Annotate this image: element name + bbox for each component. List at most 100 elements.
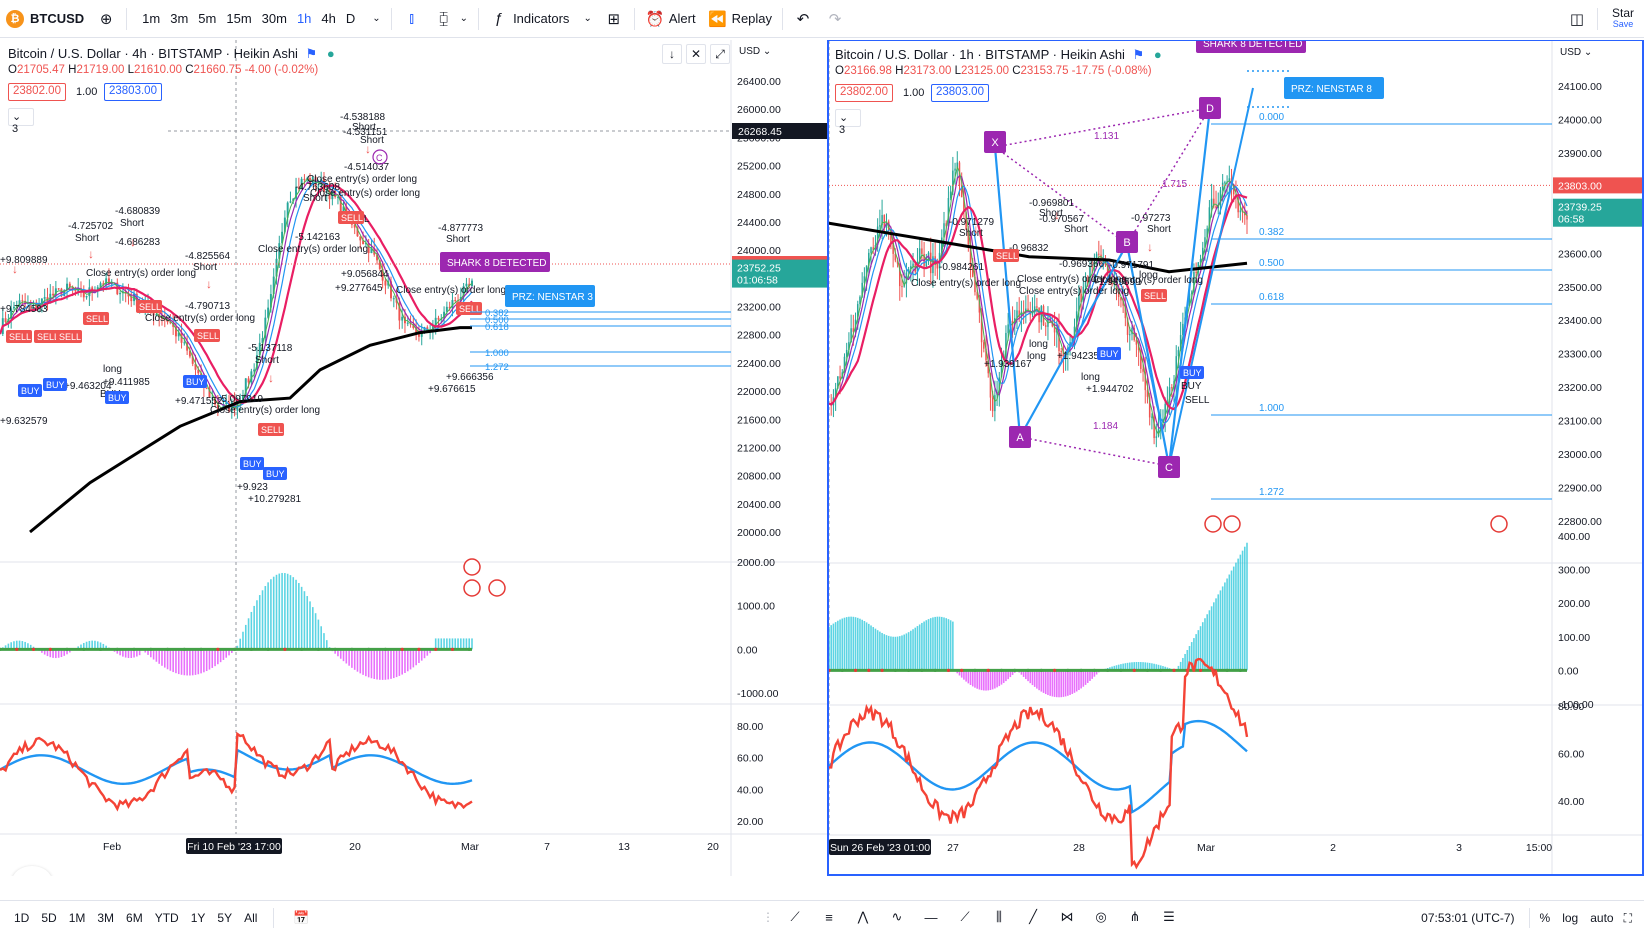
macd-bar bbox=[892, 636, 894, 671]
left-sell-price-button[interactable]: 23802.00 bbox=[8, 83, 66, 101]
undo-button[interactable]: ↶ bbox=[787, 0, 819, 38]
candle-body bbox=[52, 293, 55, 296]
candle-body bbox=[74, 289, 77, 292]
fib-retracement-icon[interactable]: ≡ bbox=[825, 909, 833, 925]
chevron-down-icon: ⌄ bbox=[839, 112, 849, 124]
layout-button[interactable]: ◫ bbox=[1561, 0, 1593, 38]
macd-bar bbox=[1109, 667, 1111, 671]
candle-body bbox=[443, 311, 446, 319]
range-5d[interactable]: 5D bbox=[41, 910, 57, 925]
clock[interactable]: 07:53:01 (UTC-7) bbox=[1421, 911, 1515, 925]
bar-style-button[interactable]: ⫾ bbox=[396, 0, 428, 38]
range-1d[interactable]: 1D bbox=[14, 910, 30, 925]
macd-dot bbox=[233, 647, 237, 651]
bars-pattern-icon[interactable]: ⫼ bbox=[996, 909, 1002, 924]
left-chart-svg[interactable]: USD ⌄26400.0026000.0025600.0025200.00248… bbox=[0, 40, 827, 876]
candle-body bbox=[1221, 182, 1224, 191]
sell-marker: SELL bbox=[993, 249, 1019, 262]
macd-bar bbox=[850, 616, 852, 671]
candle-body bbox=[983, 342, 985, 349]
right-chart-title[interactable]: Bitcoin / U.S. Dollar · 1h · BITSTAMP · … bbox=[835, 47, 1162, 63]
interval-1h[interactable]: 1h bbox=[296, 11, 312, 26]
candle-body bbox=[1155, 436, 1158, 439]
range-6m[interactable]: 6M bbox=[126, 910, 143, 925]
interval-5m[interactable]: 5m bbox=[198, 11, 217, 26]
redo-button[interactable]: ↷ bbox=[819, 0, 851, 38]
tradingview-logo[interactable]: 17 bbox=[12, 866, 52, 876]
log-toggle[interactable]: log bbox=[1562, 911, 1579, 925]
macd-bar bbox=[1195, 634, 1197, 671]
candle-style-button[interactable]: ⧮ ⌄ bbox=[428, 0, 474, 38]
pitchfork-icon[interactable]: ⋔ bbox=[1129, 909, 1141, 924]
range-1y[interactable]: 1Y bbox=[190, 910, 206, 925]
range-3m[interactable]: 3M bbox=[97, 910, 115, 925]
trend-line-icon[interactable]: ⟋ bbox=[790, 909, 800, 924]
candle-body bbox=[303, 178, 306, 180]
interval-D[interactable]: D bbox=[345, 11, 356, 26]
interval-30m[interactable]: 30m bbox=[261, 11, 287, 26]
close-icon[interactable]: ✕ bbox=[686, 44, 706, 64]
left-chart-panel[interactable]: USD ⌄26400.0026000.0025600.0025200.00248… bbox=[0, 40, 827, 876]
left-buy-price-button[interactable]: 23803.00 bbox=[104, 83, 162, 101]
xabcd-pattern-icon[interactable]: ⋈ bbox=[1060, 909, 1074, 924]
right-chart-svg[interactable]: USD ⌄24100.0024000.0023900.0023800.00237… bbox=[829, 41, 1642, 875]
last-price-text: 23752.25 bbox=[737, 263, 781, 275]
candle-body bbox=[1175, 356, 1177, 382]
templates-button[interactable]: ⊞ bbox=[598, 0, 630, 38]
candle-body bbox=[21, 300, 24, 302]
fib-channel-icon[interactable]: ☰ bbox=[1163, 909, 1175, 924]
arrow-down-icon[interactable]: ↓ bbox=[662, 44, 682, 64]
right-sell-price-button[interactable]: 23802.00 bbox=[835, 84, 893, 102]
candle-body bbox=[295, 187, 298, 199]
fib-spiral-icon[interactable]: ◎ bbox=[1095, 909, 1107, 924]
replay-button[interactable]: ⏪ Replay bbox=[702, 0, 778, 38]
macd-dot bbox=[333, 647, 337, 651]
fullscreen-icon[interactable]: ⛶ bbox=[1623, 910, 1632, 925]
save-button[interactable]: Star Save bbox=[1602, 0, 1644, 38]
right-title-text: Bitcoin / U.S. Dollar · 1h · BITSTAMP · … bbox=[835, 47, 1125, 62]
right-buy-price-button[interactable]: 23803.00 bbox=[931, 84, 989, 102]
alert-button[interactable]: ⏰ Alert bbox=[639, 0, 702, 38]
candle-body bbox=[216, 404, 219, 409]
right-indicators-collapse[interactable]: ⌄ 3 bbox=[835, 109, 861, 136]
interval-3m[interactable]: 3m bbox=[170, 11, 189, 26]
polyline-icon[interactable]: ⟋ bbox=[960, 909, 970, 924]
strategy-annotation: Close entry(s) order long bbox=[1019, 286, 1129, 297]
macd-bar bbox=[138, 649, 141, 656]
right-chart-panel[interactable]: USD ⌄24100.0024000.0023900.0023800.00237… bbox=[827, 40, 1644, 876]
drag-handle-icon[interactable]: ⋮ bbox=[762, 910, 774, 924]
interval-4h[interactable]: 4h bbox=[321, 11, 336, 26]
left-chart-title[interactable]: Bitcoin / U.S. Dollar · 4h · BITSTAMP · … bbox=[8, 46, 335, 62]
interval-dropdown[interactable]: ⌄ bbox=[366, 0, 386, 38]
abcd-pattern-icon[interactable]: ⋀ bbox=[857, 909, 869, 924]
range-ytd[interactable]: YTD bbox=[154, 910, 179, 925]
pattern-detected-text: SHARK 8 DETECTED bbox=[447, 258, 546, 269]
go-to-date-icon[interactable]: 📅 bbox=[293, 909, 310, 925]
interval-15m[interactable]: 15m bbox=[226, 11, 252, 26]
interval-1m[interactable]: 1m bbox=[142, 11, 161, 26]
ray-icon[interactable]: ╱ bbox=[1029, 909, 1037, 924]
macd-bar bbox=[152, 649, 155, 660]
range-all[interactable]: All bbox=[244, 910, 258, 925]
range-5y[interactable]: 5Y bbox=[217, 910, 233, 925]
path-icon[interactable]: ∿ bbox=[891, 909, 903, 924]
symbol-search[interactable]: ₿ BTCUSD bbox=[0, 0, 90, 38]
horizontal-ray-icon[interactable]: — bbox=[924, 909, 938, 925]
candle-body bbox=[861, 282, 863, 297]
macd-bar bbox=[395, 649, 398, 678]
candle-body bbox=[1179, 335, 1182, 351]
indicators-icon: ƒ bbox=[494, 10, 504, 27]
maximize-icon[interactable]: ⤢ bbox=[710, 44, 730, 64]
short-arrow: ↓ bbox=[365, 142, 371, 156]
left-indicators-collapse[interactable]: ⌄ 3 bbox=[8, 108, 34, 135]
range-1m[interactable]: 1M bbox=[68, 910, 86, 925]
compare-button[interactable]: ⊕ bbox=[90, 0, 122, 38]
indicators-button[interactable]: ƒ Indicators ⌄ bbox=[483, 0, 598, 38]
candle-body bbox=[1204, 237, 1206, 248]
percent-toggle[interactable]: % bbox=[1539, 911, 1551, 925]
candle-body bbox=[991, 397, 994, 412]
macd-dot bbox=[434, 647, 438, 651]
auto-toggle[interactable]: auto bbox=[1590, 911, 1614, 925]
macd-bar bbox=[454, 638, 457, 650]
time-crosshair-box bbox=[186, 838, 282, 854]
